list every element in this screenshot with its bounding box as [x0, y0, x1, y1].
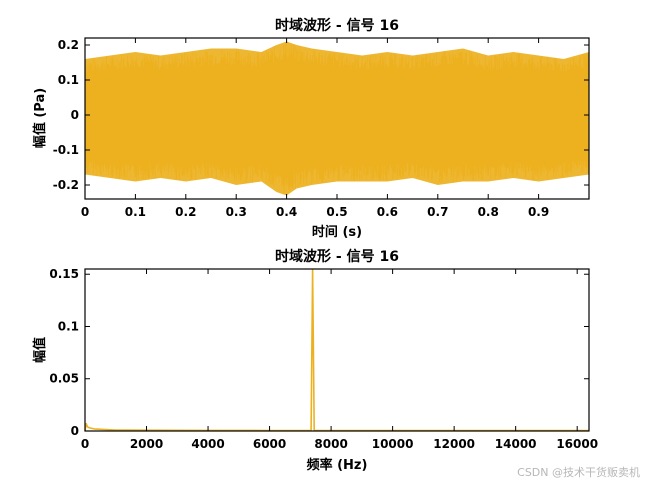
x-tick-label: 10000 — [372, 437, 414, 451]
spectrum-plot-area — [85, 269, 589, 431]
time-x-axis-label: 时间 (s) — [312, 224, 362, 240]
y-tick-label: 0.2 — [58, 38, 79, 52]
time-axis-ticks: 0 0.1 0.2 0.3 0.4 0.5 0.6 0.7 0.8 0.9 -0.2 -0.1 0 0.1… — [53, 38, 589, 219]
y-tick-label: 0.05 — [49, 372, 79, 386]
x-tick-label: 0.3 — [226, 205, 247, 219]
x-tick-label: 0 — [81, 437, 89, 451]
spectrum-y-axis-label: 幅值 — [32, 337, 48, 363]
x-tick-label: 0.7 — [427, 205, 448, 219]
x-tick-label: 0.1 — [125, 205, 146, 219]
time-waveform-marks — [84, 41, 590, 196]
y-tick-label: 0.1 — [58, 319, 79, 333]
x-tick-label: 0.6 — [377, 205, 398, 219]
time-panel: 0 0.1 0.2 0.3 0.4 0.5 0.6 0.7 0.8 0.9 -0.2 -0.1 0 0.1… — [32, 17, 590, 240]
spectrum-axes-box — [84, 268, 590, 432]
spectrum-axis-ticks: 0 2000 4000 6000 8000 10000 12000 14000 16000 0 0.… — [49, 267, 598, 451]
x-tick-label: 0.9 — [528, 205, 549, 219]
x-tick-label: 0 — [81, 205, 89, 219]
time-axes-box — [84, 37, 590, 200]
x-tick-label: 4000 — [191, 437, 224, 451]
x-tick-label: 0.8 — [478, 205, 499, 219]
y-tick-label: 0.1 — [58, 73, 79, 87]
x-tick-label: 16000 — [556, 437, 598, 451]
y-tick-label: 0 — [71, 424, 79, 438]
time-chart-title: 时域波形 - 信号 16 — [275, 17, 399, 34]
y-tick-label: 0 — [71, 108, 79, 122]
y-tick-label: 0.15 — [49, 267, 79, 281]
x-tick-label: 0.5 — [326, 205, 347, 219]
waveform-line — [84, 43, 590, 194]
watermark: CSDN @技术干货贩卖机 — [517, 466, 640, 479]
x-tick-label: 8000 — [314, 437, 347, 451]
time-y-axis-label: 幅值 (Pa) — [32, 88, 48, 148]
spectrum-x-axis-label: 频率 (Hz) — [307, 457, 368, 473]
x-tick-label: 12000 — [433, 437, 475, 451]
spectrum-chart-title: 时域波形 - 信号 16 — [275, 248, 399, 265]
x-tick-label: 6000 — [253, 437, 286, 451]
y-tick-label: -0.2 — [53, 178, 79, 192]
spectrum-panel: 0 2000 4000 6000 8000 10000 12000 14000 16000 0 0.… — [32, 248, 598, 473]
x-tick-label: 2000 — [130, 437, 163, 451]
y-tick-label: -0.1 — [53, 143, 79, 157]
x-tick-label: 0.2 — [175, 205, 196, 219]
x-tick-label: 0.4 — [276, 205, 297, 219]
x-tick-label: 14000 — [495, 437, 537, 451]
